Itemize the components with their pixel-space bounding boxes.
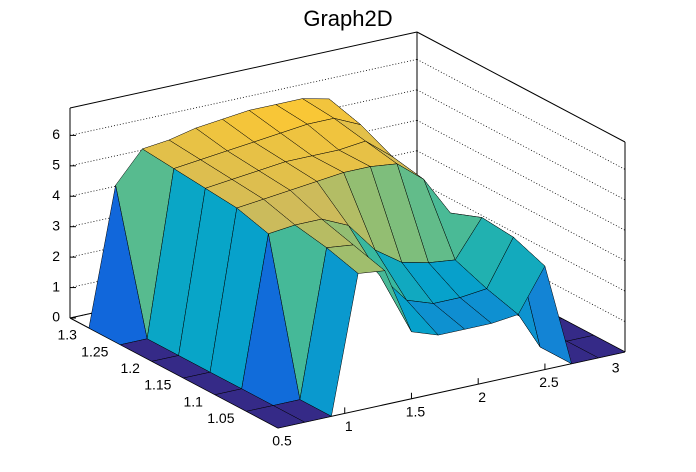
z-tick-label: 2 [52,248,60,264]
y-tick-label: 1.3 [57,327,77,343]
grid-line [416,119,626,231]
x-tick-label: 0.5 [272,433,292,449]
z-tick-label: 5 [52,157,60,173]
grid-line [416,180,626,292]
grid-line [416,59,626,170]
z-tick-label: 0 [52,309,60,325]
box-edge [416,31,626,143]
grid-line [416,150,626,262]
z-tick-label: 3 [52,217,60,233]
x-tick-label: 1.5 [406,403,426,419]
x-tick-label: 2.5 [539,374,559,390]
x-tick-label: 2 [478,389,486,405]
y-tick-label: 1.05 [207,410,234,426]
chart-title: Graph2D [303,6,392,31]
z-tick-label: 6 [52,126,60,142]
grid-line [69,59,418,136]
surface-cell [246,405,305,429]
y-tick-label: 1.2 [120,360,140,376]
y-tick-label: 1.1 [184,393,204,409]
y-tick-label: 1.25 [81,343,108,359]
x-tick-label: 1 [345,418,353,434]
z-tick-label: 4 [52,187,60,203]
box-edge [277,351,626,429]
x-tick-label: 3 [612,360,620,376]
z-tick-label: 1 [52,278,60,294]
y-tick-label: 1.15 [144,377,171,393]
grid-line [416,89,626,201]
box-edge [69,31,418,109]
